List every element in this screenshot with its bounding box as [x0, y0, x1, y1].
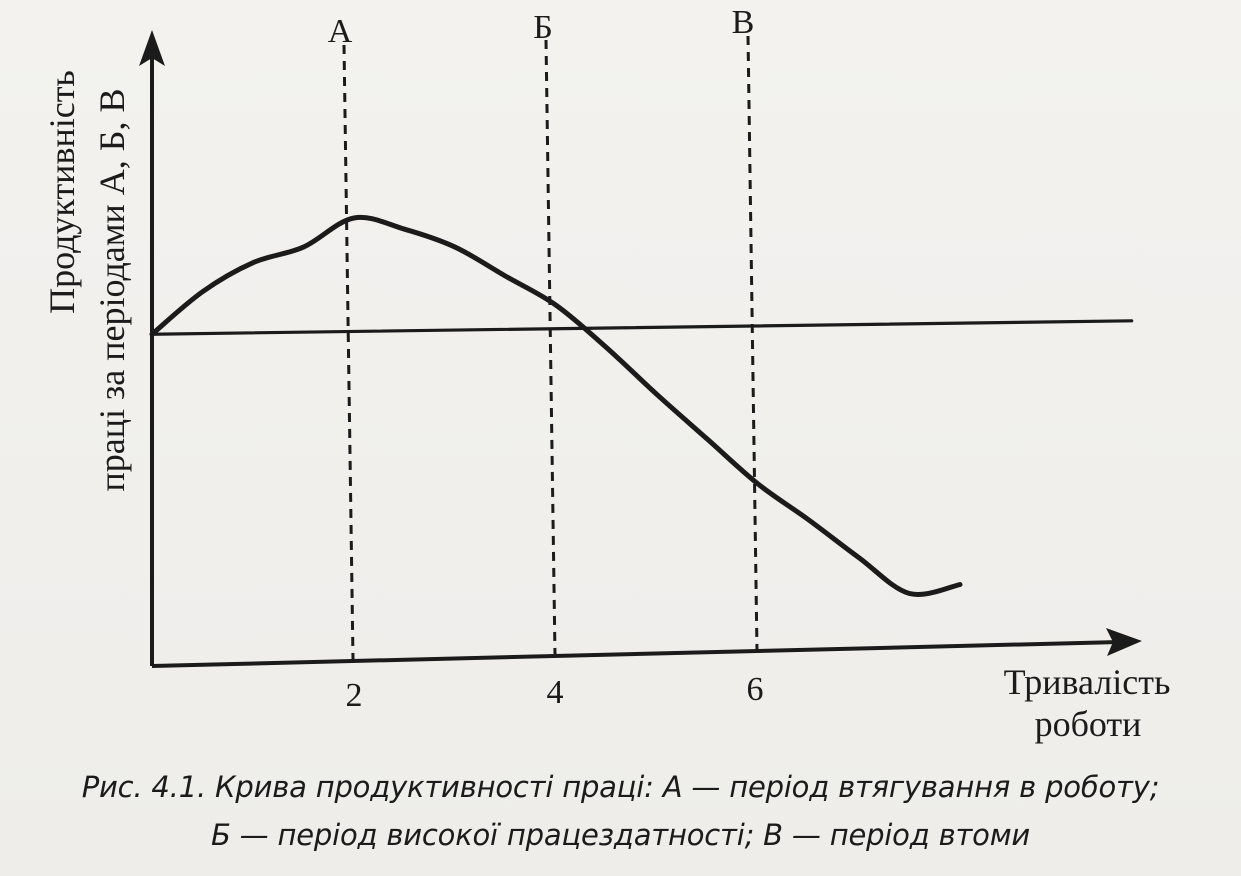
y-axis-title-line2: праці за періодами А, Б, В	[92, 89, 132, 492]
period-label-b: Б	[533, 9, 553, 46]
y-axis-title-line1: Продуктивність	[42, 70, 82, 314]
baseline-level-line	[150, 319, 1134, 336]
series-lines	[149, 214, 1134, 597]
figure-caption-line1: Рис. 4.1. Крива продуктивності праці: А …	[81, 770, 1160, 804]
period-dashed-lines	[342, 35, 759, 660]
figure-caption-line2: Б — період високої працездатності; В — п…	[210, 818, 1031, 852]
period-label-v: В	[732, 4, 755, 41]
x-tick-label-6: 6	[747, 671, 764, 708]
period-label-a: А	[328, 13, 353, 50]
period-line-1	[342, 44, 355, 660]
productivity-curve	[149, 214, 963, 597]
period-line-3	[746, 35, 759, 652]
x-tick-label-2: 2	[346, 677, 363, 714]
period-line-2	[544, 39, 557, 656]
x-axis	[151, 640, 1121, 668]
x-axis-arrow	[1106, 628, 1142, 656]
x-tick-label-4: 4	[547, 674, 564, 711]
x-axis-title-line2: роботи	[1035, 704, 1142, 744]
x-axis-title-line1: Тривалість	[1004, 662, 1171, 702]
y-axis-arrow	[139, 30, 165, 66]
